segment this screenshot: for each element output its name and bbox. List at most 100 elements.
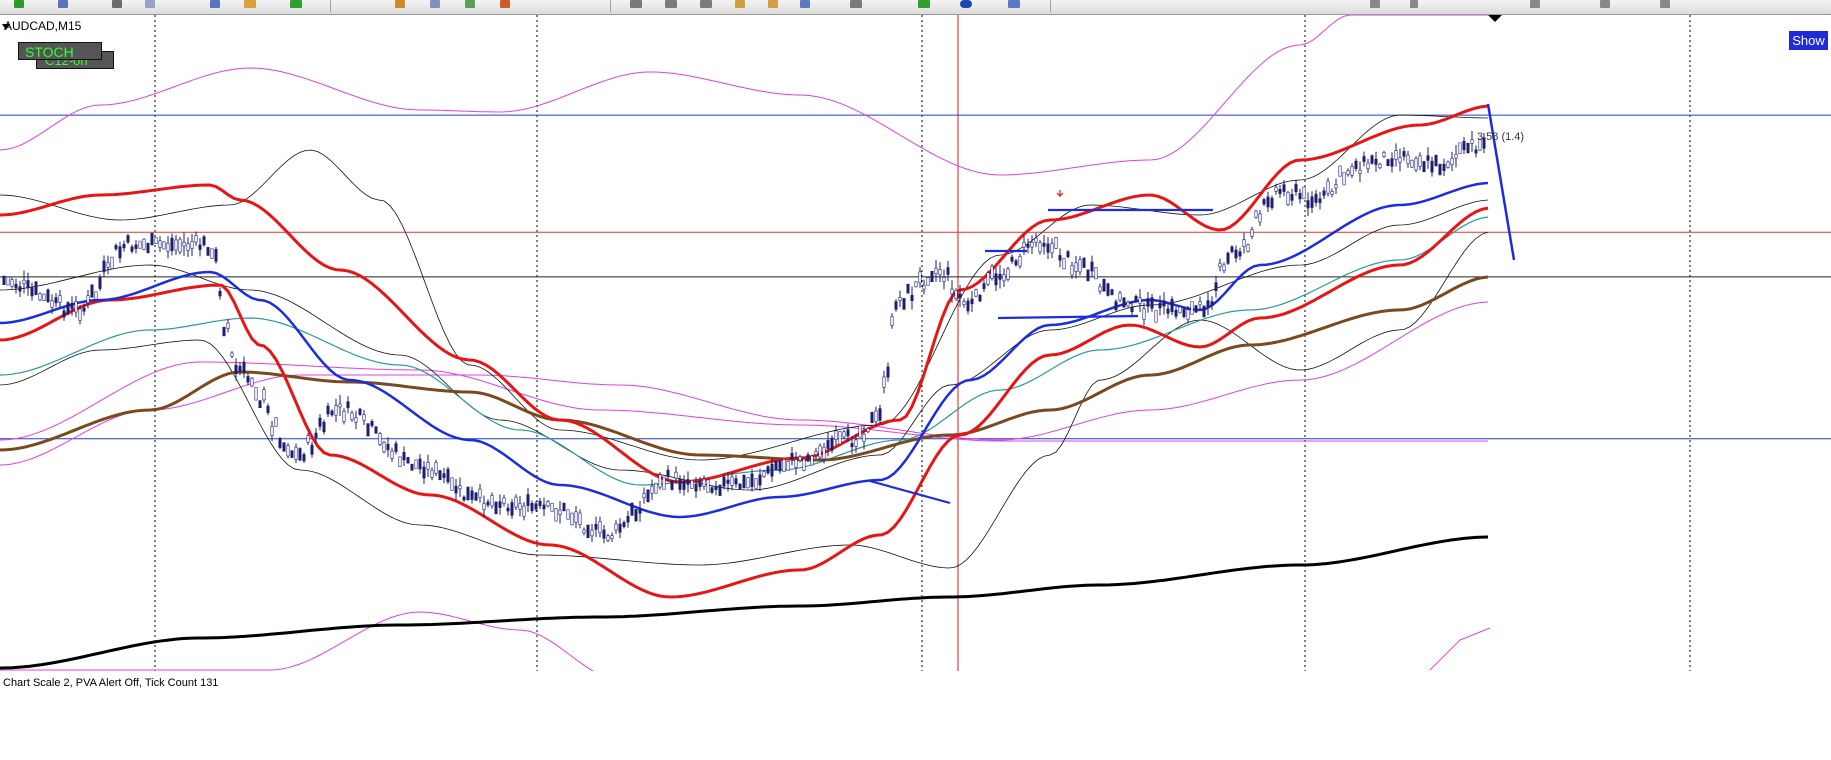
candle-body (1298, 192, 1302, 200)
toolbar-separator (330, 0, 331, 12)
candle-body (794, 459, 798, 468)
fibo-icon[interactable] (700, 0, 712, 8)
candle-body (1190, 301, 1194, 315)
candle-body (1394, 150, 1398, 160)
candle-body (1442, 163, 1446, 171)
candle-body (278, 438, 282, 448)
candle-body (54, 297, 58, 304)
candle-body (778, 461, 782, 472)
candle-body (590, 529, 594, 537)
candle-body (986, 272, 990, 285)
candle-body (274, 417, 278, 427)
timeframe-icon[interactable] (1370, 0, 1380, 8)
candle-body (978, 294, 982, 302)
candle-body (982, 283, 986, 289)
candle-body (758, 474, 762, 486)
candle-body (1054, 237, 1058, 249)
candle-body (1134, 295, 1138, 302)
new-chart-icon[interactable] (14, 0, 24, 8)
subwindow-label: Chart Scale 2, PVA Alert Off, Tick Count… (3, 677, 219, 689)
chart-canvas[interactable] (0, 15, 1831, 671)
candle-body (374, 426, 378, 434)
candle-body (86, 295, 90, 303)
plus-icon[interactable] (918, 0, 930, 8)
template-icon[interactable] (290, 0, 302, 8)
candle-body (350, 412, 354, 420)
candle-body (1210, 301, 1214, 305)
dropdown-arrow-icon[interactable] (2, 24, 10, 30)
trendline (869, 479, 951, 505)
chart-shift-icon[interactable] (1008, 0, 1020, 8)
candle-body (446, 468, 450, 483)
candle-body (478, 488, 482, 499)
candle-body (746, 477, 750, 489)
candle-body (1166, 308, 1170, 314)
candle-body (1170, 299, 1174, 313)
show-button[interactable]: Show (1789, 31, 1828, 50)
candle-body (430, 469, 434, 478)
candle-body (822, 446, 826, 460)
candle-body (78, 308, 82, 321)
periods-icon[interactable] (395, 0, 405, 8)
candle-body (410, 463, 414, 471)
candle-body (6, 276, 10, 286)
refresh-icon[interactable] (500, 0, 510, 8)
candle-body (1110, 289, 1114, 295)
candle-body (826, 440, 830, 449)
candle-body (538, 500, 542, 507)
candle-body (1010, 256, 1014, 262)
text-icon[interactable] (735, 0, 745, 8)
bollinger-upper-line (0, 114, 1489, 461)
candle-body (578, 512, 582, 526)
candle-body (502, 497, 506, 504)
channel-icon[interactable] (665, 0, 677, 8)
upper-envelope-line (0, 15, 1488, 176)
candle-body (418, 458, 422, 470)
candle-body (798, 456, 802, 461)
chart-shift-marker-icon[interactable] (1488, 15, 1502, 22)
candle-body (914, 281, 918, 288)
candle-body (674, 471, 678, 479)
arrow-icon[interactable] (850, 0, 862, 8)
drag-icon[interactable] (1530, 0, 1540, 8)
candle-body (866, 428, 870, 433)
candle-body (466, 486, 470, 501)
candle-body (1042, 242, 1046, 247)
candle-body (802, 458, 806, 471)
candle-body (266, 405, 270, 413)
candle-body (546, 501, 550, 507)
candle-body (1258, 213, 1262, 223)
zoom-in-icon[interactable] (145, 0, 155, 8)
candle-body (1478, 139, 1482, 151)
line-icon[interactable] (630, 0, 642, 8)
drag-icon[interactable] (1660, 0, 1670, 8)
candle-body (122, 244, 126, 249)
properties-icon[interactable] (465, 0, 475, 8)
add-indicator-icon[interactable] (244, 0, 256, 8)
candle-body (1150, 297, 1154, 309)
price-chart[interactable] (0, 15, 1831, 671)
candle-body (790, 453, 794, 460)
candle-body (66, 302, 70, 315)
label-icon[interactable] (768, 0, 778, 8)
candle-body (290, 450, 294, 458)
candle-body (1402, 151, 1406, 157)
candle-body (878, 408, 882, 421)
candle-body (358, 408, 362, 415)
candle-body (138, 240, 142, 249)
candle-body (1470, 139, 1474, 144)
drag-icon[interactable] (1600, 0, 1610, 8)
stoch-indicator-button[interactable]: STOCH (18, 42, 102, 60)
cursor-icon[interactable] (1410, 0, 1418, 8)
crosshair-icon[interactable] (112, 0, 122, 8)
grid-icon[interactable] (800, 0, 810, 8)
candle-body (1230, 246, 1234, 253)
candle-body (582, 529, 586, 534)
zoom-out-icon[interactable] (210, 0, 220, 8)
candle-body (142, 238, 146, 250)
profiles-icon[interactable] (58, 0, 68, 8)
line-tools-icon[interactable] (430, 0, 440, 8)
clock-icon[interactable] (960, 0, 972, 8)
candle-body (1078, 259, 1082, 273)
candle-body (1186, 309, 1190, 320)
